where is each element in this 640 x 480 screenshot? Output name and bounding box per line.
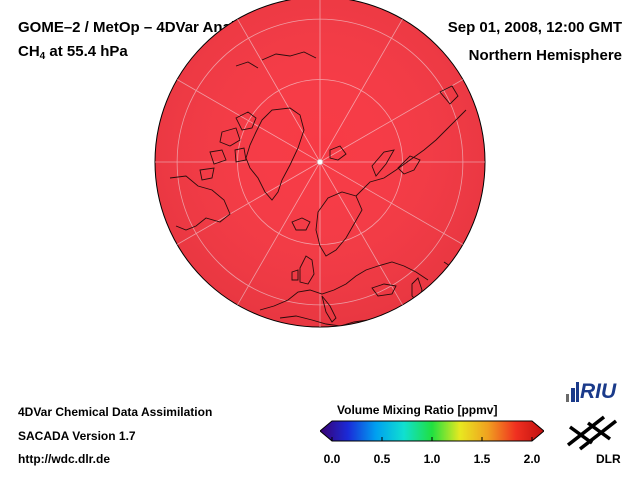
colorbar-tick-label: 0.5 xyxy=(373,452,391,466)
colorbar-title: Volume Mixing Ratio [ppmv] xyxy=(337,403,498,417)
colorbar-tick-label: 2.0 xyxy=(523,452,541,466)
colorbar-tick-label: 1.5 xyxy=(473,452,491,466)
africa-coast xyxy=(253,321,405,327)
colorbar xyxy=(320,420,544,442)
species-subscript: 4 xyxy=(39,51,46,62)
colorbar-tick-label: 1.0 xyxy=(423,452,441,466)
footer-url[interactable]: http://wdc.dlr.de xyxy=(18,452,110,466)
species-level-label: CH4 at 55.4 hPa xyxy=(18,43,128,62)
footer-assimilation: 4DVar Chemical Data Assimilation xyxy=(18,405,213,419)
arabia xyxy=(392,330,416,356)
footer-version: SACADA Version 1.7 xyxy=(18,429,136,443)
datetime-label: Sep 01, 2008, 12:00 GMT xyxy=(447,19,622,36)
svg-text:RIU: RIU xyxy=(580,380,617,403)
region-label: Northern Hemisphere xyxy=(468,47,622,64)
pressure-level: at 55.4 hPa xyxy=(45,43,128,60)
dlr-logo xyxy=(562,413,622,458)
map-title: GOME–2 / MetOp – 4DVar Analysis xyxy=(18,19,265,36)
species-name: CH xyxy=(18,43,40,60)
dlr-logo-text: DLR xyxy=(596,452,621,466)
colorbar-tick-label: 0.0 xyxy=(323,452,341,466)
riu-logo: RIU xyxy=(563,374,627,409)
north-pole-marker xyxy=(317,159,323,165)
